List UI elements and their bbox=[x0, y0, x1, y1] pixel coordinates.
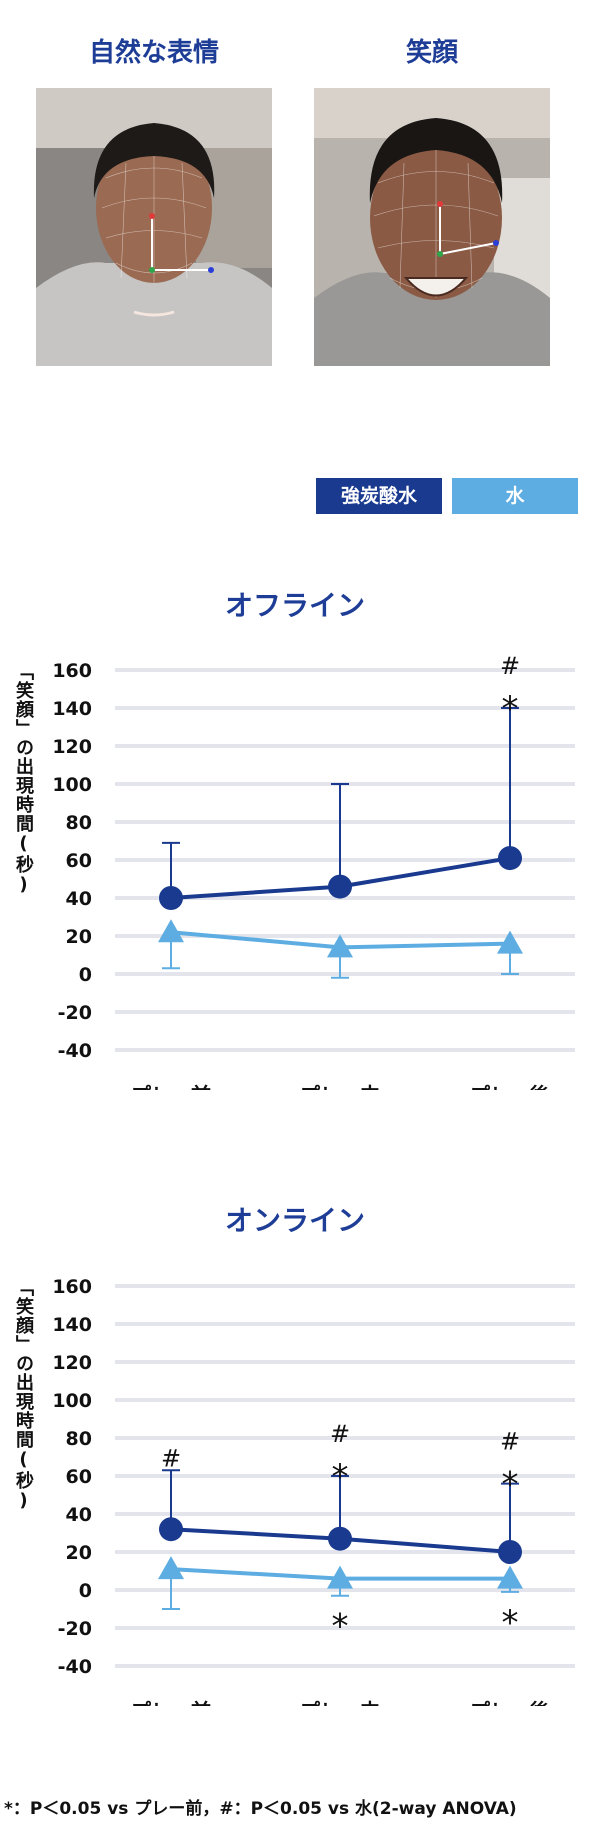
x-tick-label: プレー後 bbox=[470, 1083, 551, 1090]
y-tick-label: 100 bbox=[52, 1390, 92, 1412]
significance-mark: * bbox=[502, 1465, 519, 1505]
data-point-carbonated bbox=[498, 1540, 522, 1564]
data-point-carbonated bbox=[328, 874, 352, 899]
legend-water: 水 bbox=[452, 478, 578, 514]
y-tick-label: 120 bbox=[52, 1352, 92, 1374]
y-tick-label: 80 bbox=[66, 812, 92, 834]
y-tick-label: 120 bbox=[52, 736, 92, 758]
significance-mark: * bbox=[502, 689, 519, 729]
y-tick-label: -40 bbox=[58, 1656, 92, 1678]
significance-mark: * bbox=[502, 1603, 519, 1643]
data-point-water bbox=[327, 1565, 353, 1589]
smile-face-photo bbox=[314, 88, 550, 366]
data-point-water bbox=[497, 1565, 523, 1589]
photo-title-smile: 笑顔 bbox=[405, 38, 458, 68]
y-tick-label: 80 bbox=[66, 1428, 92, 1450]
legend-label: 強炭酸水 bbox=[340, 485, 417, 507]
footnote: *：P＜0.05 vs プレー前，#：P＜0.05 vs 水(2-way ANO… bbox=[4, 1799, 517, 1819]
x-tick-label: プレー中 bbox=[300, 1699, 380, 1706]
y-tick-label: 20 bbox=[66, 1542, 92, 1564]
smile-face-illustration bbox=[314, 88, 550, 366]
data-point-water bbox=[327, 934, 353, 958]
online-chart: 160 140 120 100 80 60 40 20 0 -20 -40 プレー前 プレー中 プレー後 *… bbox=[0, 1256, 590, 1723]
significance-mark: # bbox=[500, 1428, 520, 1456]
legend-label: 水 bbox=[505, 485, 525, 507]
y-tick-label: 140 bbox=[52, 698, 92, 720]
online-chart-svg: 160 140 120 100 80 60 40 20 0 -20 -40 プレー前 プレー中 プレー後 *… bbox=[52, 1276, 575, 1723]
y-tick-label: 20 bbox=[66, 926, 92, 948]
y-tick-label: 100 bbox=[52, 774, 92, 796]
neutral-face-illustration bbox=[36, 88, 272, 366]
neutral-face-photo bbox=[36, 88, 272, 366]
y-axis-label: 「笑顔」の出現時間(秒) bbox=[13, 662, 34, 896]
data-point-carbonated bbox=[159, 1517, 183, 1542]
data-point-carbonated bbox=[328, 1526, 352, 1551]
y-tick-label: 0 bbox=[79, 964, 92, 986]
x-tick-label: プレー前 bbox=[131, 1083, 211, 1090]
significance-mark: * bbox=[332, 1607, 349, 1647]
y-tick-label: 40 bbox=[66, 1504, 92, 1526]
significance-mark: # bbox=[500, 652, 520, 680]
y-tick-label: 160 bbox=[52, 660, 92, 682]
significance-mark: * bbox=[332, 1457, 349, 1497]
significance-mark: # bbox=[330, 1420, 350, 1448]
x-tick-label: プレー前 bbox=[131, 1699, 211, 1706]
y-tick-label: 160 bbox=[52, 1276, 92, 1298]
chart-title-offline: オフライン bbox=[224, 589, 365, 622]
data-point-water bbox=[158, 919, 184, 943]
offline-chart-svg: 160 140 120 100 80 60 40 20 0 -20 -40 プレー前 プレー中 プレー後 *… bbox=[52, 652, 575, 1107]
y-tick-label: 140 bbox=[52, 1314, 92, 1336]
y-tick-label: 60 bbox=[66, 1466, 92, 1488]
photo-title-neutral: 自然な表情 bbox=[88, 38, 219, 68]
significance-mark: # bbox=[161, 1444, 181, 1472]
legend-carbonated-water: 強炭酸水 bbox=[316, 478, 442, 514]
y-tick-label: 60 bbox=[66, 850, 92, 872]
y-tick-label: 0 bbox=[79, 1580, 92, 1602]
offline-chart: 160 140 120 100 80 60 40 20 0 -20 -40 プレー前 プレー中 プレー後 *… bbox=[0, 640, 590, 1107]
data-point-water bbox=[497, 930, 523, 954]
chart-title-online: オンライン bbox=[224, 1204, 365, 1237]
data-point-carbonated bbox=[498, 846, 522, 871]
x-tick-label: プレー中 bbox=[300, 1083, 380, 1090]
x-tick-label: プレー後 bbox=[470, 1699, 551, 1706]
y-tick-label: 40 bbox=[66, 888, 92, 910]
y-axis-label: 「笑顔」の出現時間(秒) bbox=[13, 1278, 34, 1512]
y-tick-label: -20 bbox=[58, 1002, 92, 1024]
y-tick-label: -40 bbox=[58, 1040, 92, 1062]
y-tick-label: -20 bbox=[58, 1618, 92, 1640]
data-point-carbonated bbox=[159, 886, 183, 910]
data-point-water bbox=[158, 1556, 184, 1580]
